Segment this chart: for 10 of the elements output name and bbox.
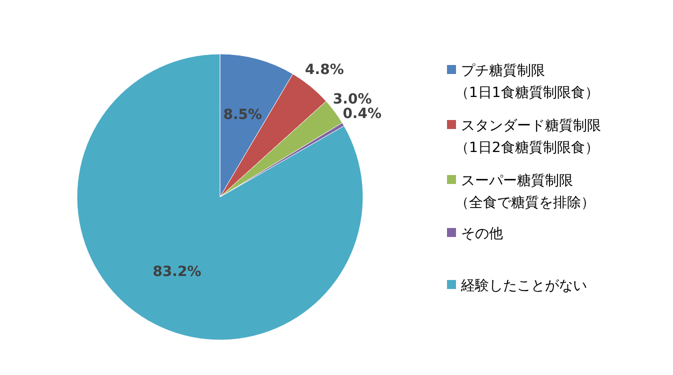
data-label: 0.4% <box>342 106 382 122</box>
legend-label: スタンダード糖質制限（1日2食糖質制限食） <box>455 118 601 156</box>
data-label: 4.8% <box>305 62 344 78</box>
data-label: 83.2% <box>152 264 202 280</box>
legend-label: その他 <box>461 226 503 242</box>
legend-label: 経験したことがない <box>460 278 587 294</box>
data-label: 3.0% <box>332 91 372 108</box>
legend-label: プチ糖質制限（1日1食糖質制限食） <box>455 62 599 101</box>
data-label: 8.5% <box>223 107 262 124</box>
legend-label: スーパー糖質制限（全食で糖質を排除） <box>455 172 595 211</box>
